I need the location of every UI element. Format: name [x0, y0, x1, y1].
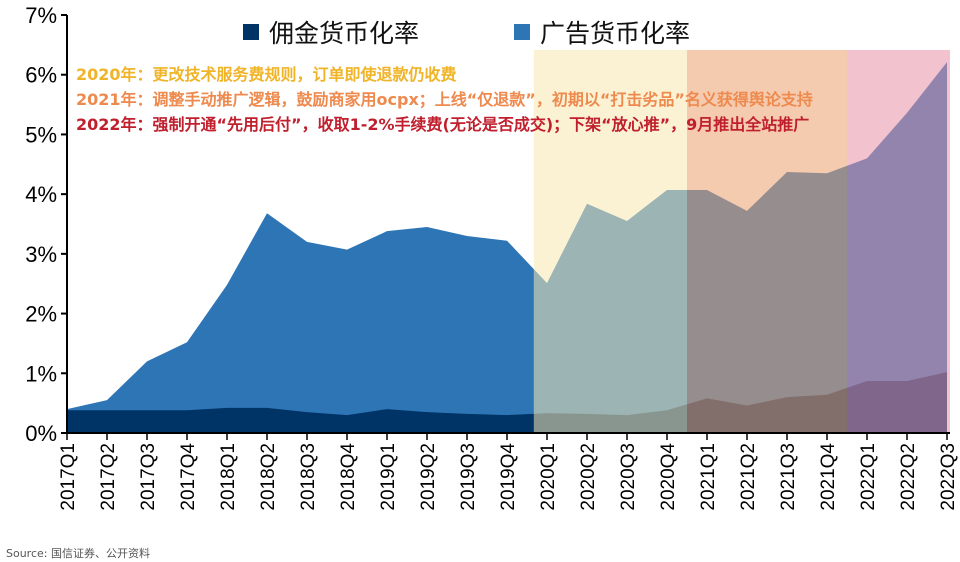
- x-tick-label: 2022Q2: [898, 443, 919, 511]
- y-tick-label: 1%: [25, 361, 57, 386]
- x-tick-label: 2018Q4: [338, 443, 359, 511]
- highlight-band-2: [847, 50, 950, 433]
- y-tick-label: 3%: [25, 242, 57, 267]
- source-note: Source: 国信证券、公开资料: [6, 547, 150, 560]
- x-tick-label: 2019Q4: [498, 443, 519, 511]
- x-tick-label: 2022Q1: [858, 443, 879, 511]
- x-tick-label: 2021Q3: [778, 443, 799, 511]
- x-tick-label: 2018Q1: [218, 443, 239, 511]
- chart: 0% 1% 2% 3% 4% 5% 6% 7% 2017Q1 2017Q2 2017Q3 2017Q4…: [25, 3, 959, 511]
- legend-label: 佣金货币化率: [269, 19, 419, 48]
- x-tick-label: 2019Q1: [378, 443, 399, 511]
- y-tick-label: 5%: [25, 122, 57, 147]
- x-tick-label: 2017Q1: [58, 443, 79, 511]
- x-tick-label: 2017Q4: [178, 443, 199, 511]
- x-tick-label: 2019Q3: [458, 443, 479, 511]
- x-tick-label: 2020Q1: [538, 443, 559, 511]
- y-tick-label: 6%: [25, 63, 57, 88]
- x-tick-label: 2021Q2: [738, 443, 759, 511]
- highlight-band-0: [533, 50, 687, 433]
- y-tick-label: 4%: [25, 182, 57, 207]
- x-tick-label: 2022Q3: [938, 443, 959, 511]
- x-tick-label: 2017Q3: [138, 443, 159, 511]
- y-tick-label: 2%: [25, 302, 57, 327]
- annotation-2020: 2020年：更改技术服务费规则，订单即使退款仍收费: [76, 65, 457, 84]
- x-tick-label: 2020Q2: [578, 443, 599, 511]
- x-tick-label: 2019Q2: [418, 443, 439, 511]
- highlight-band-1: [687, 50, 847, 433]
- x-tick-label: 2020Q3: [618, 443, 639, 511]
- annotation-2022: 2022年：强制开通“先用后付”，收取1-2%手续费(无论是否成交)；下架“放心…: [76, 115, 809, 134]
- legend-swatch: [243, 24, 259, 40]
- x-tick-label: 2018Q2: [258, 443, 279, 511]
- y-tick-label: 0%: [25, 421, 57, 446]
- x-tick-label: 2021Q4: [818, 443, 839, 511]
- annotation-2021: 2021年：调整手动推广逻辑，鼓励商家用ocpx；上线“仅退款”，初期以“打击劣…: [76, 90, 813, 109]
- y-tick-label: 7%: [25, 3, 57, 28]
- x-tick-label: 2021Q1: [698, 443, 719, 511]
- legend-label: 广告货币化率: [540, 19, 690, 48]
- x-tick-label: 2017Q2: [98, 443, 119, 511]
- legend-swatch: [514, 24, 530, 40]
- x-tick-label: 2020Q4: [658, 443, 679, 511]
- x-tick-label: 2018Q3: [298, 443, 319, 511]
